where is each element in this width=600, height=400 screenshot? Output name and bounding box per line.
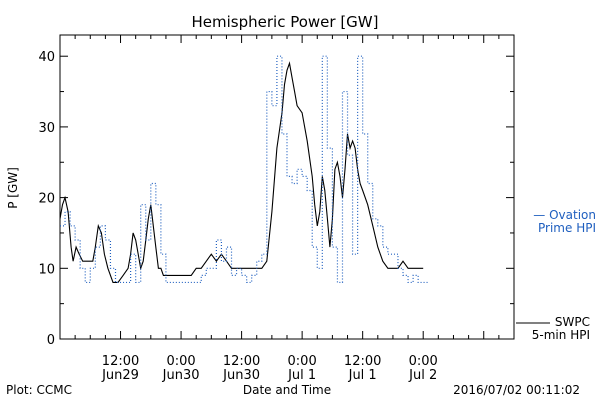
y-tick-label: 20 — [38, 192, 55, 207]
legend-swpc-line1: SWPC — [555, 315, 590, 329]
x-tick-date-label: Jun30 — [222, 368, 260, 383]
legend-ovation-line1: — Ovation — [533, 208, 596, 222]
footer-timestamp: 2016/07/02 00:11:02 — [453, 383, 580, 397]
x-tick-date-label: Jul 1 — [287, 368, 316, 383]
series-swpc-line — [59, 61, 424, 283]
x-tick-date-label: Jun29 — [101, 368, 139, 383]
x-tick-date-label: Jul 1 — [348, 368, 377, 383]
x-tick-time-label: 12:00 — [223, 354, 260, 369]
series-layer — [59, 55, 429, 284]
plot-frame — [59, 34, 515, 340]
footer-plot-credit: Plot: CCMC — [6, 383, 72, 397]
x-tick-time-label: 0:00 — [288, 354, 317, 369]
x-tick-time-label: 0:00 — [166, 354, 195, 369]
x-tick-time-label: 12:00 — [102, 354, 139, 369]
y-tick-label: 0 — [47, 333, 55, 348]
y-axis-label: P [GW] — [6, 167, 20, 209]
y-tick-label: 10 — [38, 262, 55, 277]
x-axis-label: Date and Time — [243, 383, 331, 397]
x-tick-date-label: Jul 2 — [408, 368, 437, 383]
y-tick-label: 40 — [38, 50, 55, 65]
x-tick-time-label: 12:00 — [344, 354, 381, 369]
y-tick-label: 30 — [38, 121, 55, 136]
legend-swpc-line2: 5-min HPI — [532, 328, 590, 342]
y-axis: 0 10 20 30 40 — [38, 50, 514, 348]
x-tick-date-label: Jun30 — [162, 368, 200, 383]
legend-ovation-line2: Prime HPI — [538, 221, 596, 235]
x-tick-time-label: 0:00 — [409, 354, 438, 369]
series-ovation-prime-line — [60, 55, 429, 284]
chart-title: Hemispheric Power [GW] — [192, 13, 379, 31]
